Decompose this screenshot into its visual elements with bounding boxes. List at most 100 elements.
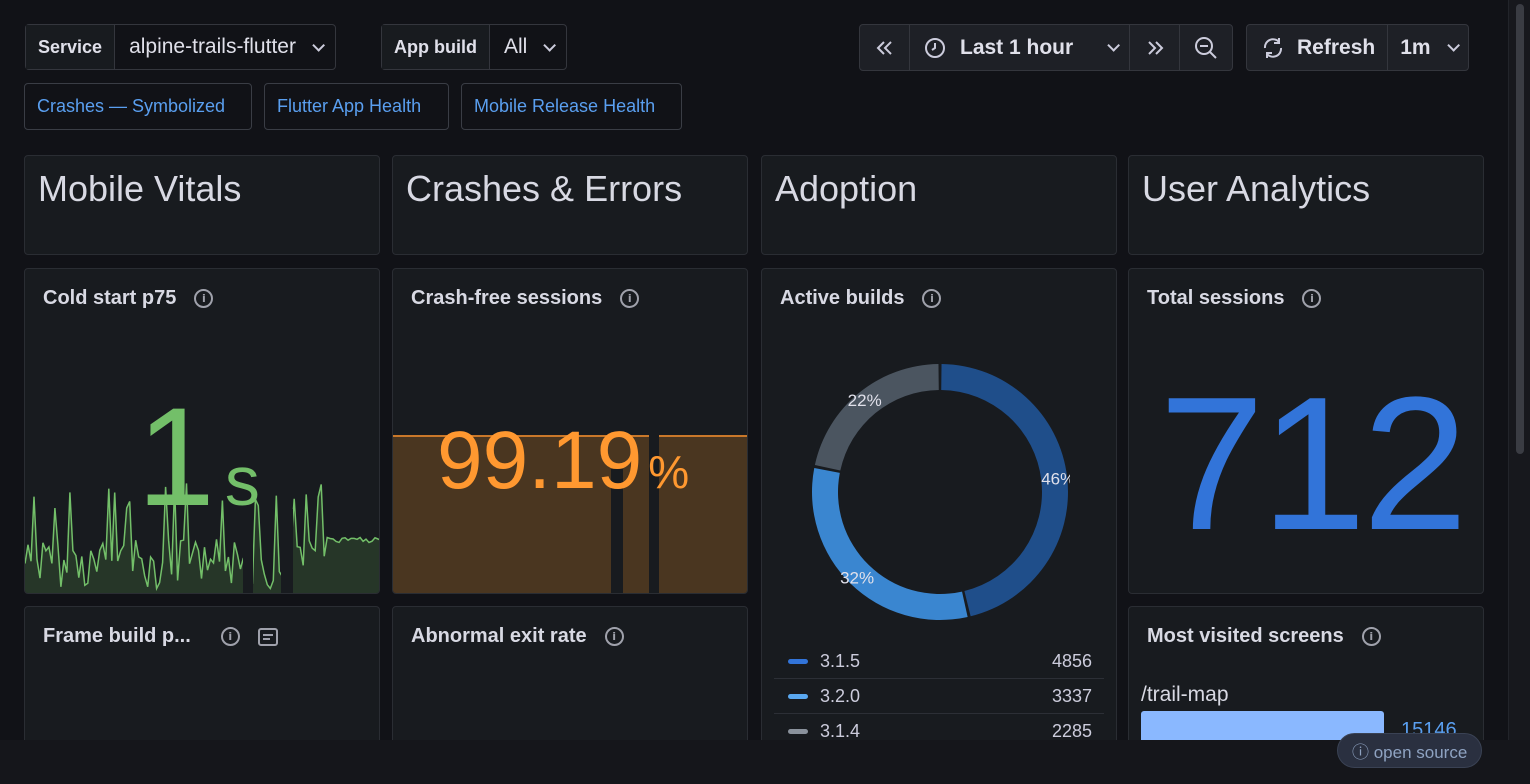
section-crashes-errors: Crashes & Errors <box>392 155 748 255</box>
section-title: Crashes & Errors <box>406 168 683 209</box>
dashboard-link-flutter-app-health[interactable]: Flutter App Health <box>264 83 449 130</box>
panel-title-text: Cold start p75 <box>43 287 177 309</box>
chevron-down-icon <box>1446 39 1460 52</box>
panel-notes-icon[interactable] <box>257 627 278 646</box>
panel-title-text: Abnormal exit rate <box>411 625 587 647</box>
active-builds-donut-chart: 46% 32% 22% <box>812 364 1070 620</box>
crash-free-unit: % <box>648 446 690 498</box>
info-icon[interactable]: i <box>220 627 240 646</box>
crash-free-panel[interactable]: Crash-free sessions i 99.19% <box>392 268 748 594</box>
legend-value: 4856 <box>1051 650 1092 671</box>
donut-slice[interactable] <box>812 468 968 620</box>
open-source-badge[interactable]: ⓘ open source <box>1337 733 1483 768</box>
bottom-bar <box>0 740 1530 784</box>
chevron-down-icon <box>312 38 325 52</box>
panel-title-text: Total sessions <box>1147 287 1285 309</box>
legend-item[interactable]: 3.1.4 2285 <box>774 714 1104 747</box>
section-user-analytics: User Analytics <box>1128 155 1484 255</box>
panel-title: Active builds i <box>780 287 942 310</box>
panel-title-text: Most visited screens <box>1147 625 1344 647</box>
section-title: Mobile Vitals <box>38 168 242 209</box>
frame-build-panel[interactable]: Frame build p... i <box>24 606 380 748</box>
donut-slice[interactable] <box>941 364 1068 617</box>
legend-swatch <box>788 693 808 699</box>
total-sessions-value: 712 <box>1159 358 1468 570</box>
refresh-label: Refresh <box>1297 35 1376 59</box>
section-title: Adoption <box>775 168 918 209</box>
info-icon[interactable]: i <box>620 289 640 308</box>
crash-free-area <box>393 435 747 593</box>
panel-title: Frame build p... i <box>43 625 278 648</box>
sync-icon <box>1263 37 1283 58</box>
legend-swatch <box>788 728 808 734</box>
legend-swatch <box>788 658 808 664</box>
refresh-interval-select[interactable]: 1m <box>1388 25 1467 70</box>
time-range-select[interactable]: Last 1 hour <box>910 25 1130 70</box>
panel-title: Abnormal exit rate i <box>411 625 624 648</box>
cold-start-unit: s <box>224 442 260 520</box>
time-shift-back-button[interactable] <box>860 25 910 70</box>
legend-item[interactable]: 3.1.5 4856 <box>774 644 1104 679</box>
panel-title: Cold start p75 i <box>43 287 214 310</box>
app-build-select[interactable]: All <box>490 25 566 69</box>
chevron-down-icon <box>543 38 557 52</box>
info-icon[interactable]: i <box>1361 627 1381 646</box>
section-title: User Analytics <box>1142 168 1371 209</box>
service-variable: Service alpine-trails-flutter <box>25 24 336 70</box>
app-build-select-value: All <box>503 35 528 58</box>
most-visited-panel[interactable]: Most visited screens i /trail-map 15146 <box>1128 606 1484 748</box>
app-build-variable: App build All <box>381 24 568 70</box>
double-chevron-left-icon <box>876 40 892 55</box>
legend-value: 2285 <box>1051 720 1092 741</box>
time-picker: Last 1 hour <box>859 24 1233 71</box>
refresh-interval-value: 1m <box>1400 35 1431 59</box>
zoom-out-icon <box>1195 36 1217 59</box>
dashboard-link-mobile-release-health[interactable]: Mobile Release Health <box>461 83 682 130</box>
donut-percent-label: 32% <box>840 568 874 587</box>
donut-percent-label: 22% <box>848 391 882 410</box>
time-range-label: Last 1 hour <box>960 35 1074 59</box>
crash-free-number: 99.19 <box>437 415 643 506</box>
service-select-value: alpine-trails-flutter <box>129 35 296 58</box>
legend-value: 3337 <box>1051 685 1092 706</box>
active-builds-panel[interactable]: Active builds i 46% 32% 22% 3.1.5 4856 3.2… <box>761 268 1117 748</box>
info-icon[interactable]: i <box>1302 289 1322 308</box>
total-sessions-panel[interactable]: Total sessions i 712 <box>1128 268 1484 594</box>
crash-free-value: 99.19% <box>437 419 689 514</box>
time-shift-forward-button[interactable] <box>1130 25 1180 70</box>
donut-percent-label: 46% <box>1041 469 1070 488</box>
clock-icon <box>925 37 945 58</box>
service-select[interactable]: alpine-trails-flutter <box>115 25 335 69</box>
panel-title: Total sessions i <box>1147 287 1322 310</box>
section-adoption: Adoption <box>761 155 1117 255</box>
crash-free-gap <box>611 469 623 593</box>
panel-title: Most visited screens i <box>1147 625 1381 648</box>
panel-title-text: Active builds <box>780 287 905 309</box>
info-icon[interactable]: i <box>604 627 624 646</box>
panel-title-text: Crash-free sessions <box>411 287 603 309</box>
panel-title: Crash-free sessions i <box>411 287 640 310</box>
legend-label: 3.1.4 <box>820 720 861 741</box>
section-mobile-vitals: Mobile Vitals <box>24 155 380 255</box>
refresh-button[interactable]: Refresh <box>1247 25 1389 70</box>
cold-start-sparkline <box>25 483 379 593</box>
abnormal-exit-panel[interactable]: Abnormal exit rate i <box>392 606 748 748</box>
chevron-down-icon <box>1107 39 1121 52</box>
info-icon[interactable]: i <box>194 289 214 308</box>
dashboard-link-crashes-symbolized[interactable]: Crashes — Symbolized <box>24 83 252 130</box>
scrollbar-thumb[interactable] <box>1516 4 1524 454</box>
donut-slice[interactable] <box>814 364 939 471</box>
app-build-variable-label: App build <box>382 25 490 69</box>
vertical-scrollbar[interactable] <box>1508 0 1530 740</box>
panel-title-text: Frame build p... <box>43 625 191 647</box>
double-chevron-right-icon <box>1147 40 1163 55</box>
legend-item[interactable]: 3.2.0 3337 <box>774 679 1104 714</box>
zoom-out-button[interactable] <box>1180 25 1232 70</box>
legend-label: 3.1.5 <box>820 650 861 671</box>
screen-label: /trail-map <box>1141 683 1229 706</box>
legend-label: 3.2.0 <box>820 685 861 706</box>
info-icon[interactable]: i <box>922 289 942 308</box>
